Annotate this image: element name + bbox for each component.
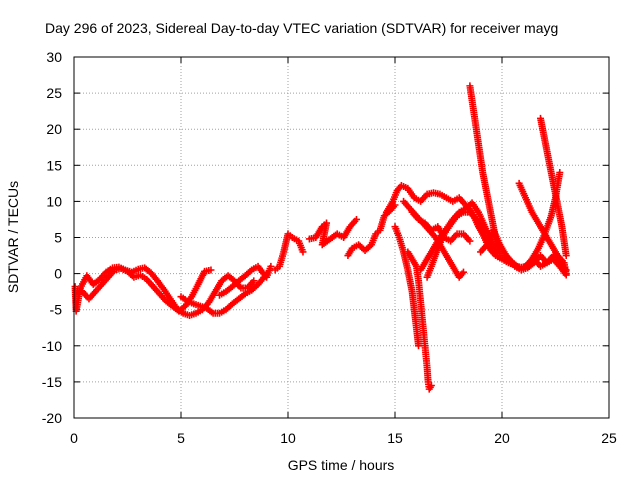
data-point	[207, 266, 215, 274]
y-tick-label: 5	[54, 230, 62, 246]
x-tick-label: 20	[494, 430, 510, 446]
data-point	[459, 268, 467, 276]
y-tick-label: -10	[42, 338, 62, 354]
y-tick-label: 0	[54, 266, 62, 282]
data-point	[250, 277, 258, 285]
y-tick-label: 30	[46, 49, 62, 65]
y-tick-label: 10	[46, 193, 62, 209]
ticks: 0 5 10 15 20 25 -20 -15 -10 -5 0 5 10 15 20 25 30	[42, 49, 617, 446]
x-tick-label: 10	[280, 430, 296, 446]
y-tick-label: -15	[42, 374, 62, 390]
x-axis-label: GPS time / hours	[288, 457, 395, 473]
data-point	[562, 271, 570, 279]
x-tick-label: 5	[177, 430, 185, 446]
x-tick-label: 15	[387, 430, 403, 446]
y-tick-label: 25	[46, 85, 62, 101]
chart-title: Day 296 of 2023, Sidereal Day-to-day VTE…	[45, 20, 558, 36]
x-tick-label: 0	[70, 430, 78, 446]
x-tick-label: 25	[601, 430, 617, 446]
plot-frame	[73, 56, 610, 419]
data-point	[466, 237, 474, 245]
data-point	[352, 215, 360, 223]
data-point	[299, 248, 307, 256]
data-point	[562, 252, 570, 260]
data-point	[415, 342, 423, 350]
y-tick-label: 15	[46, 157, 62, 173]
y-tick-label: 20	[46, 121, 62, 137]
y-axis-label: SDTVAR / TECUs	[5, 181, 21, 293]
data-point	[427, 382, 435, 390]
data-point	[267, 262, 275, 270]
y-tick-label: -5	[50, 302, 63, 318]
y-tick-label: -20	[42, 410, 62, 426]
data-marks	[71, 82, 570, 393]
data-point	[556, 169, 564, 177]
